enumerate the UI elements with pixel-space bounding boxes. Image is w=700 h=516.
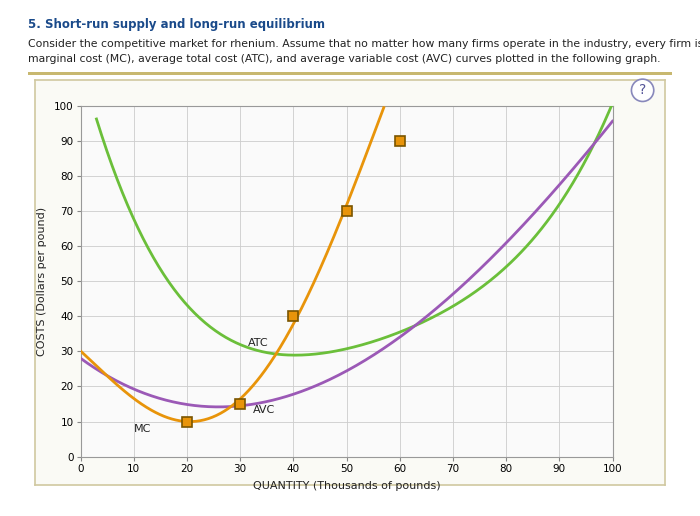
- Text: ATC: ATC: [248, 338, 269, 348]
- Text: 5. Short-run supply and long-run equilibrium: 5. Short-run supply and long-run equilib…: [28, 18, 325, 31]
- Text: Consider the competitive market for rhenium. Assume that no matter how many firm: Consider the competitive market for rhen…: [28, 39, 700, 49]
- Y-axis label: COSTS (Dollars per pound): COSTS (Dollars per pound): [37, 206, 47, 356]
- Text: ?: ?: [639, 83, 646, 98]
- X-axis label: QUANTITY (Thousands of pounds): QUANTITY (Thousands of pounds): [253, 480, 440, 491]
- Text: marginal cost (MC), average total cost (ATC), and average variable cost (AVC) cu: marginal cost (MC), average total cost (…: [28, 54, 661, 64]
- Text: AVC: AVC: [253, 405, 276, 415]
- Text: MC: MC: [134, 424, 151, 434]
